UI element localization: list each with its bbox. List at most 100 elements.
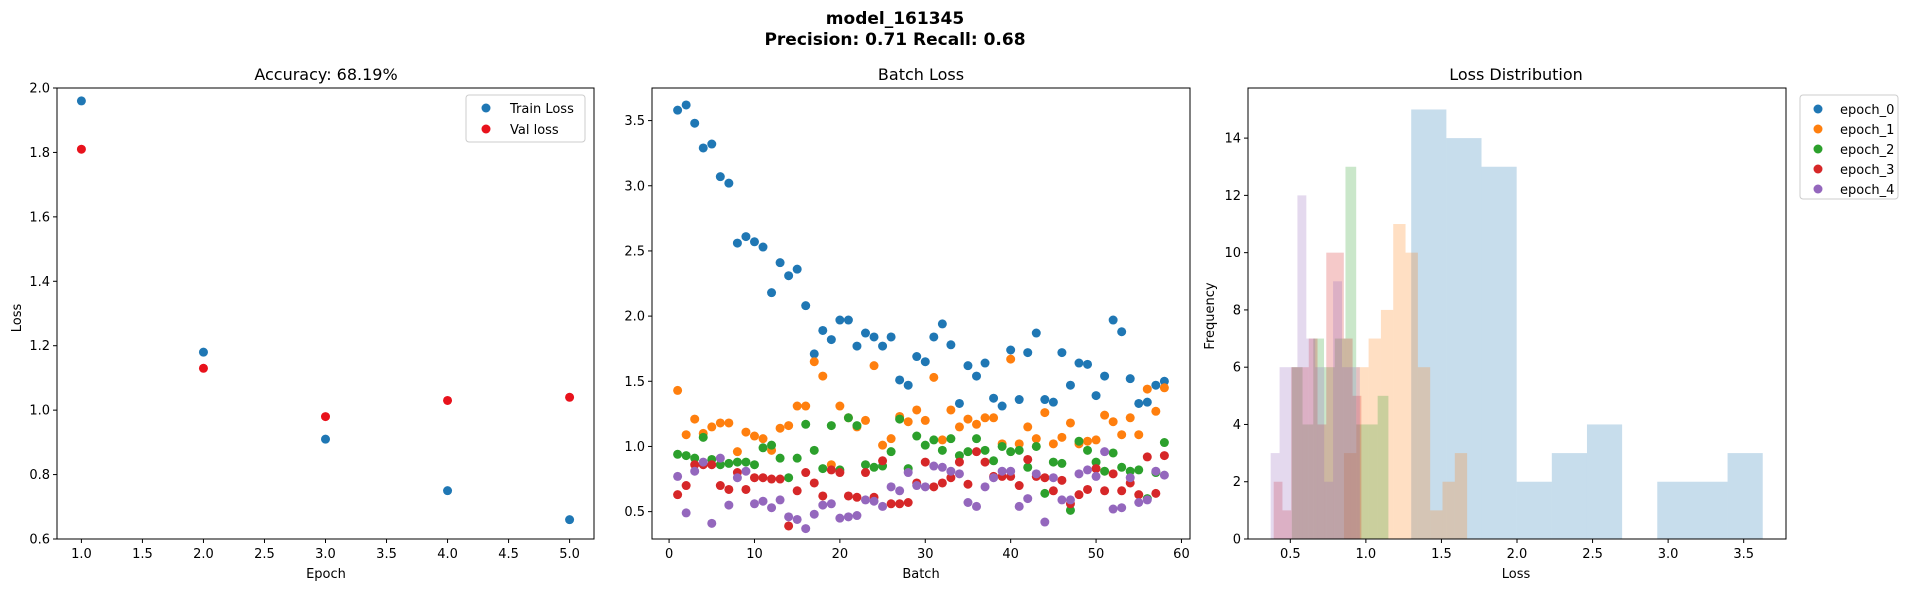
point-epoch-0 [1134,398,1144,408]
hist-bar-epoch-3 [1282,510,1292,539]
point-epoch-1 [1134,430,1144,440]
hist-bar-epoch-0 [1657,481,1693,539]
batch-loss-y-tick-label: 1.5 [624,375,645,390]
accuracy-x-label: Epoch [306,567,346,582]
point-epoch-0 [1091,391,1101,401]
accuracy-marks: 1.0 1.5 2.0 2.5 3.0 3.5 4.0 4.5 5.0 0.6 0.8 1.0 1.2 1… [29,82,580,563]
accuracy-y-tick-label: 1.4 [29,275,50,290]
point-epoch-1 [775,423,785,433]
batch-loss-panel: Batch Loss Batch 0 10 20 30 40 50 60 0.5 1.0 1.5 2… [624,65,1191,582]
point-epoch-2 [1125,466,1135,476]
point-epoch-2 [937,445,947,455]
point-epoch-4 [681,508,691,518]
point-epoch-1 [920,415,930,425]
batch-loss-y-tick-label: 2.5 [624,244,645,259]
point-epoch-3 [954,457,964,467]
loss-distribution-x-tick-label: 0.5 [1280,547,1301,562]
point-epoch-3 [878,456,888,466]
point-val-loss [198,363,208,373]
loss-distribution-y-label: Frequency [1203,282,1218,349]
point-epoch-4 [946,466,956,476]
point-epoch-3 [1100,486,1110,496]
point-epoch-4 [937,462,947,472]
batch-loss-y-tick-label: 1.0 [624,440,645,455]
loss-distribution-y-tick-label: 2 [1233,475,1241,490]
point-epoch-4 [997,466,1007,476]
hist-bar-epoch-2 [1356,424,1367,539]
point-epoch-1 [1100,410,1110,420]
point-epoch-4 [1125,473,1135,483]
point-train-loss [76,96,86,106]
batch-loss-x-tick-label: 20 [832,547,849,562]
accuracy-x-tick-label: 4.0 [437,547,458,562]
point-epoch-3 [818,491,828,501]
accuracy-y-tick-label: 1.2 [29,339,50,354]
point-epoch-2 [1014,445,1024,455]
point-epoch-0 [1065,380,1075,390]
hist-bar-epoch-1 [1380,309,1394,539]
point-epoch-0 [878,341,888,351]
loss-distribution-x-label: Loss [1502,567,1531,582]
point-epoch-0 [912,352,922,362]
point-epoch-3 [707,460,717,470]
point-epoch-3 [741,484,751,494]
point-epoch-3 [835,468,845,478]
point-epoch-3 [920,457,930,467]
point-epoch-2 [818,464,828,474]
hist-bar-epoch-1 [1442,481,1455,539]
hist-bar-epoch-4 [1297,195,1307,539]
point-epoch-1 [1117,430,1127,440]
legend-marker-epoch-0 [1813,104,1823,114]
hist-bar-epoch-0 [1586,424,1623,539]
point-epoch-0 [792,264,802,274]
point-epoch-4 [954,469,964,479]
point-epoch-0 [963,361,973,371]
batch-loss-x-tick-label: 0 [665,547,673,562]
point-epoch-3 [843,491,853,501]
point-epoch-0 [954,398,964,408]
point-epoch-0 [784,271,794,281]
hist-bar-epoch-0 [1516,481,1552,539]
point-epoch-4 [912,481,922,491]
accuracy-y-tick-label: 1.6 [29,210,50,225]
point-epoch-1 [1006,354,1016,364]
loss-distribution-x-tick-label: 2.0 [1507,547,1528,562]
point-epoch-4 [1100,447,1110,457]
hist-bar-epoch-2 [1291,367,1303,539]
point-epoch-2 [843,413,853,423]
point-epoch-3 [749,473,759,483]
hist-bar-epoch-4 [1350,367,1360,539]
point-epoch-2 [963,447,973,457]
legend-label-val-loss: Val loss [510,123,559,138]
point-epoch-2 [690,453,700,463]
legend-label-epoch-3: epoch_3 [1840,163,1894,178]
point-epoch-3 [1151,488,1161,498]
point-epoch-2 [1074,436,1084,446]
point-epoch-1 [1014,439,1024,449]
point-epoch-3 [1108,469,1118,479]
point-epoch-1 [937,435,947,445]
point-epoch-2 [749,460,759,470]
point-epoch-2 [673,449,683,459]
point-epoch-2 [784,473,794,483]
point-epoch-4 [886,482,896,492]
legend-marker-epoch-3 [1813,164,1823,174]
batch-loss-panel-title: Batch Loss [878,65,964,84]
point-epoch-4 [1142,495,1152,505]
hist-bar-epoch-3 [1273,481,1283,539]
point-epoch-2 [1023,462,1033,472]
point-epoch-1 [980,413,990,423]
point-epoch-4 [1006,466,1016,476]
point-epoch-3 [1159,451,1169,461]
batch-loss-y-tick-label: 3.5 [624,114,645,129]
point-epoch-3 [809,478,819,488]
point-epoch-2 [946,434,956,444]
batch-loss-x-tick-label: 40 [1002,547,1019,562]
point-epoch-1 [707,422,717,432]
point-epoch-0 [1159,376,1169,386]
accuracy-panel: Accuracy: 68.19% Epoch Loss 1.0 1.5 2.0 2.5… [10,65,595,582]
point-epoch-4 [1083,465,1093,475]
hist-bar-epoch-3 [1308,338,1318,539]
hist-bar-epoch-0 [1446,138,1482,539]
legend-label-epoch-4: epoch_4 [1840,183,1894,198]
